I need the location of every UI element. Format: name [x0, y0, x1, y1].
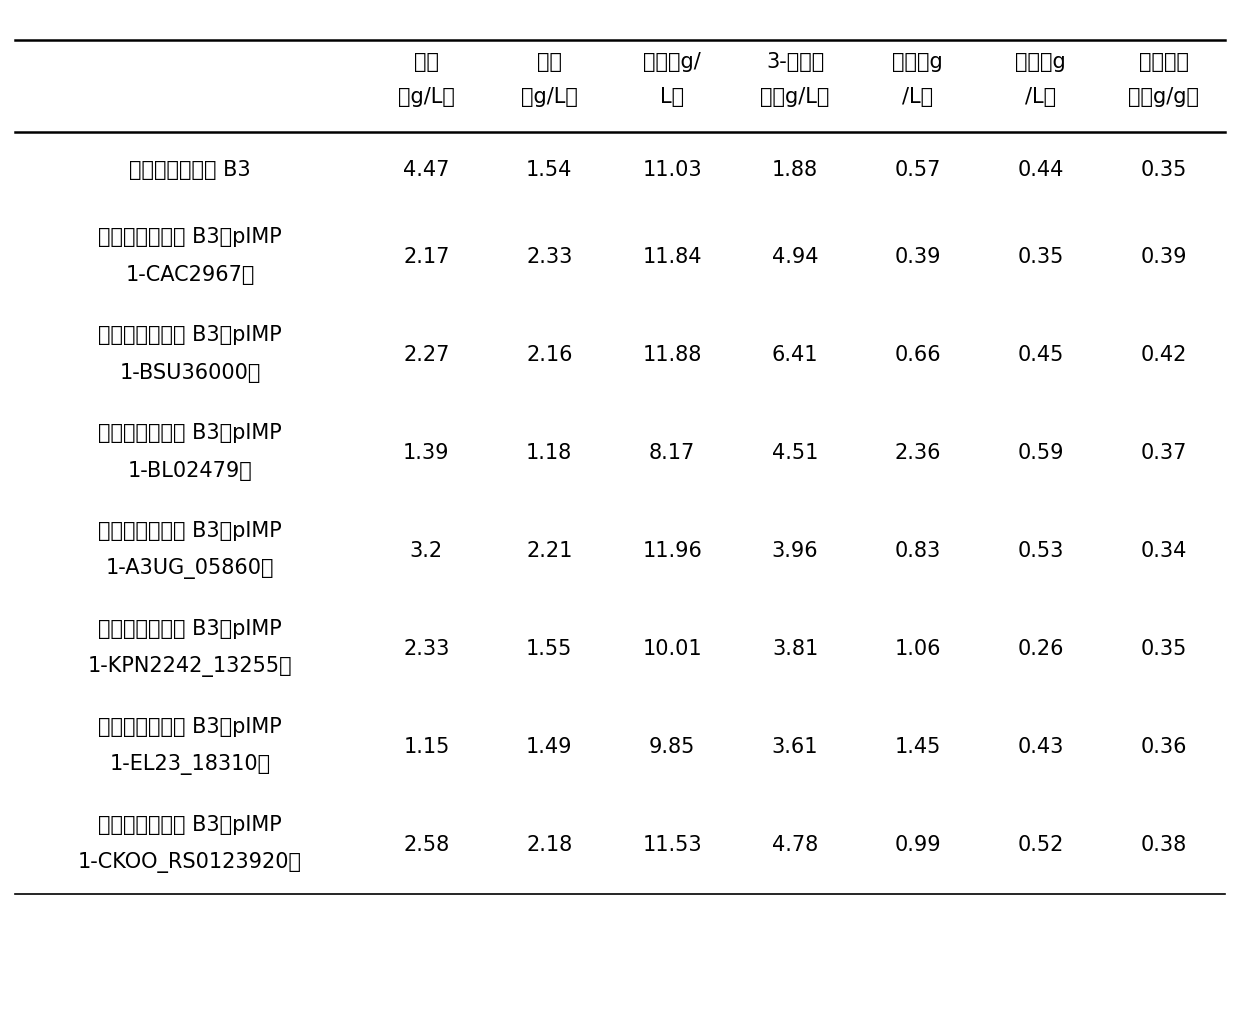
- Text: 丙邅丁醇梭杆菌 B3（pIMP: 丙邅丁醇梭杆菌 B3（pIMP: [98, 816, 281, 835]
- Text: 0.53: 0.53: [1018, 541, 1064, 561]
- Text: 0.35: 0.35: [1018, 247, 1064, 267]
- Text: 11.88: 11.88: [642, 345, 702, 365]
- Text: 1.18: 1.18: [526, 443, 573, 463]
- Text: 总溶剂得: 总溶剂得: [1138, 52, 1189, 72]
- Text: 0.59: 0.59: [1018, 443, 1064, 463]
- Text: 0.37: 0.37: [1141, 443, 1187, 463]
- Text: 1.88: 1.88: [773, 160, 818, 180]
- Text: 0.66: 0.66: [894, 345, 941, 365]
- Text: 1-A3UG_05860）: 1-A3UG_05860）: [105, 558, 274, 579]
- Text: 0.83: 0.83: [895, 541, 941, 561]
- Text: 丙邅: 丙邅: [414, 52, 439, 72]
- Text: 8.17: 8.17: [649, 443, 696, 463]
- Text: 乙醇: 乙醇: [537, 52, 562, 72]
- Text: 4.78: 4.78: [771, 835, 818, 855]
- Text: 1.54: 1.54: [526, 160, 573, 180]
- Text: 2.16: 2.16: [526, 345, 573, 365]
- Text: 0.44: 0.44: [1018, 160, 1064, 180]
- Text: 3.96: 3.96: [771, 541, 818, 561]
- Text: 丙邅丁醇梭杆菌 B3: 丙邅丁醇梭杆菌 B3: [129, 160, 250, 180]
- Text: L）: L）: [660, 87, 684, 107]
- Text: 邅（g/L）: 邅（g/L）: [760, 87, 830, 107]
- Text: 0.52: 0.52: [1018, 835, 1064, 855]
- Text: 3.81: 3.81: [771, 639, 818, 659]
- Text: 1-KPN2242_13255）: 1-KPN2242_13255）: [88, 656, 293, 678]
- Text: 2.21: 2.21: [526, 541, 573, 561]
- Text: 0.45: 0.45: [1018, 345, 1064, 365]
- Text: 2.17: 2.17: [403, 247, 450, 267]
- Text: 丙邅丁醇梭杆菌 B3（pIMP: 丙邅丁醇梭杆菌 B3（pIMP: [98, 717, 281, 738]
- Text: 丁酸（g: 丁酸（g: [1016, 52, 1066, 72]
- Text: 丙邅丁醇梭杆菌 B3（pIMP: 丙邅丁醇梭杆菌 B3（pIMP: [98, 619, 281, 640]
- Text: 丙邅丁醇梭杆菌 B3（pIMP: 丙邅丁醇梭杆菌 B3（pIMP: [98, 325, 281, 345]
- Text: 0.39: 0.39: [894, 247, 941, 267]
- Text: 9.85: 9.85: [649, 737, 696, 757]
- Text: 0.99: 0.99: [894, 835, 941, 855]
- Text: /L）: /L）: [903, 87, 934, 107]
- Text: 0.38: 0.38: [1141, 835, 1187, 855]
- Text: 2.36: 2.36: [894, 443, 941, 463]
- Text: 2.27: 2.27: [403, 345, 450, 365]
- Text: 0.39: 0.39: [1141, 247, 1187, 267]
- Text: /L）: /L）: [1025, 87, 1056, 107]
- Text: 1-BL02479）: 1-BL02479）: [128, 461, 253, 480]
- Text: 11.03: 11.03: [642, 160, 702, 180]
- Text: 4.47: 4.47: [403, 160, 450, 180]
- Text: 6.41: 6.41: [771, 345, 818, 365]
- Text: 1-EL23_18310）: 1-EL23_18310）: [109, 754, 270, 775]
- Text: 3.2: 3.2: [410, 541, 443, 561]
- Text: 0.35: 0.35: [1141, 639, 1187, 659]
- Text: 2.58: 2.58: [403, 835, 450, 855]
- Text: 10.01: 10.01: [642, 639, 702, 659]
- Text: 1.15: 1.15: [403, 737, 450, 757]
- Text: 4.51: 4.51: [771, 443, 818, 463]
- Text: 1.39: 1.39: [403, 443, 450, 463]
- Text: 丁醇（g/: 丁醇（g/: [644, 52, 701, 72]
- Text: 2.33: 2.33: [403, 639, 450, 659]
- Text: 1-CKOO_RS0123920）: 1-CKOO_RS0123920）: [78, 852, 303, 873]
- Text: 率（g/g）: 率（g/g）: [1128, 87, 1199, 107]
- Text: 0.34: 0.34: [1141, 541, 1187, 561]
- Text: 1.45: 1.45: [895, 737, 941, 757]
- Text: 1.55: 1.55: [526, 639, 573, 659]
- Text: 丙邅丁醇梭杆菌 B3（pIMP: 丙邅丁醇梭杆菌 B3（pIMP: [98, 423, 281, 444]
- Text: 乙酸（g: 乙酸（g: [893, 52, 944, 72]
- Text: 丙邅丁醇梭杆菌 B3（pIMP: 丙邅丁醇梭杆菌 B3（pIMP: [98, 521, 281, 542]
- Text: 0.43: 0.43: [1018, 737, 1064, 757]
- Text: 1.49: 1.49: [526, 737, 573, 757]
- Text: （g/L）: （g/L）: [398, 87, 455, 107]
- Text: 2.18: 2.18: [526, 835, 573, 855]
- Text: 4.94: 4.94: [771, 247, 818, 267]
- Text: 3.61: 3.61: [771, 737, 818, 757]
- Text: （g/L）: （g/L）: [521, 87, 578, 107]
- Text: 11.53: 11.53: [642, 835, 702, 855]
- Text: 0.35: 0.35: [1141, 160, 1187, 180]
- Text: 1.06: 1.06: [894, 639, 941, 659]
- Text: 1-BSU36000）: 1-BSU36000）: [119, 363, 260, 382]
- Text: 0.42: 0.42: [1141, 345, 1187, 365]
- Text: 11.96: 11.96: [642, 541, 702, 561]
- Text: 11.84: 11.84: [642, 247, 702, 267]
- Text: 0.36: 0.36: [1141, 737, 1187, 757]
- Text: 丙邅丁醇梭杆菌 B3（pIMP: 丙邅丁醇梭杆菌 B3（pIMP: [98, 228, 281, 247]
- Text: 2.33: 2.33: [526, 247, 573, 267]
- Text: 1-CAC2967）: 1-CAC2967）: [125, 265, 254, 285]
- Text: 3-羟基丁: 3-羟基丁: [766, 52, 825, 72]
- Text: 0.57: 0.57: [895, 160, 941, 180]
- Text: 0.26: 0.26: [1018, 639, 1064, 659]
